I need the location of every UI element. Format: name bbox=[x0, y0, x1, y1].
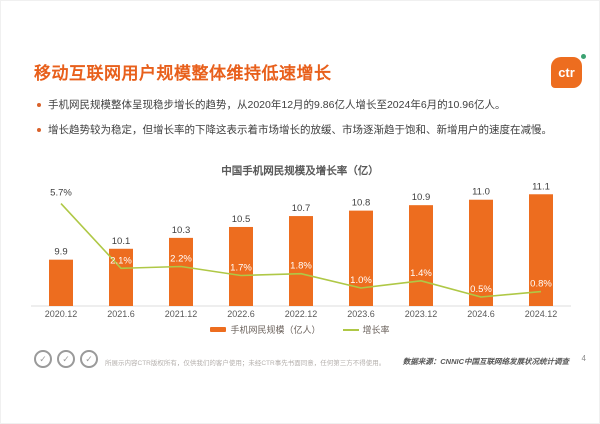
x-axis-label: 2023.12 bbox=[405, 309, 438, 319]
bullet-dot-icon bbox=[37, 103, 41, 107]
bar bbox=[109, 248, 133, 306]
growth-rate-label: 5.7% bbox=[50, 188, 72, 199]
cert-badge-icon: ✓ bbox=[80, 350, 98, 368]
growth-rate-label: 2.1% bbox=[110, 255, 132, 266]
page-title: 移动互联网用户规模整体维持低速增长 bbox=[34, 64, 332, 83]
bar-value-label: 10.1 bbox=[112, 236, 131, 247]
bullet-dot-icon bbox=[37, 128, 41, 133]
bar bbox=[469, 199, 493, 306]
chart-legend: 手机网民规模（亿人） 增长率 bbox=[1, 323, 599, 336]
bar bbox=[169, 237, 193, 306]
legend-item-line: 增长率 bbox=[342, 323, 390, 336]
x-axis-label: 2021.12 bbox=[165, 309, 198, 319]
growth-rate-label: 0.5% bbox=[470, 284, 492, 295]
x-axis-label: 2020.12 bbox=[45, 309, 78, 319]
bar-line-chart: 9.9 2020.12 10.1 2021.6 10.3 2021.12 10.5 2022.… bbox=[31, 181, 571, 319]
logo-green-dot-icon bbox=[581, 54, 586, 59]
growth-rate-label: 1.8% bbox=[290, 261, 312, 272]
bar-value-label: 10.5 bbox=[232, 214, 251, 225]
x-axis-label: 2024.6 bbox=[467, 309, 495, 319]
ctr-logo: ctr bbox=[551, 57, 582, 88]
x-axis-label: 2023.6 bbox=[347, 309, 375, 319]
x-axis-label: 2024.12 bbox=[525, 309, 558, 319]
cert-badge-icon: ✓ bbox=[57, 350, 75, 368]
ctr-logo-text: ctr bbox=[558, 65, 575, 80]
bar bbox=[289, 216, 313, 306]
bullet-text: 手机网民规模整体呈现稳步增长的趋势，从2020年12月的9.86亿人增长至202… bbox=[48, 99, 506, 111]
x-axis-label: 2021.6 bbox=[107, 309, 135, 319]
bar-value-label: 11.0 bbox=[472, 187, 490, 198]
bullet-item: 增长趋势较为稳定，但增长率的下降这表示着市场增长的放缓、市场逐渐趋于饱和、新增用… bbox=[37, 123, 573, 138]
x-axis-label: 2022.6 bbox=[227, 309, 255, 319]
bullet-item: 手机网民规模整体呈现稳步增长的趋势，从2020年12月的9.86亿人增长至202… bbox=[37, 98, 573, 113]
x-axis-label: 2022.12 bbox=[285, 309, 318, 319]
growth-rate-line bbox=[60, 203, 542, 298]
footer: ✓ ✓ ✓ 所展示内容CTR版权所有，仅供我们的客户使用；未经CTR事先书面同意… bbox=[34, 350, 569, 368]
line-swatch-icon bbox=[342, 328, 359, 331]
bar bbox=[49, 259, 73, 306]
legend-label: 增长率 bbox=[362, 325, 390, 335]
bar bbox=[529, 194, 553, 306]
bar-swatch-icon bbox=[210, 327, 227, 332]
bar bbox=[229, 226, 253, 306]
data-source-note: 数据来源：CNNIC中国互联网络发展状况统计调查 bbox=[402, 357, 569, 366]
growth-rate-label: 2.2% bbox=[170, 253, 192, 264]
growth-rate-label: 1.0% bbox=[350, 275, 372, 286]
growth-rate-label: 1.4% bbox=[410, 268, 432, 279]
legend-item-bar: 手机网民规模（亿人） bbox=[210, 323, 321, 336]
bullet-text: 增长趋势较为稳定，但增长率的下降这表示着市场增长的放缓、市场逐渐趋于饱和、新增用… bbox=[48, 124, 552, 137]
certification-icons: ✓ ✓ ✓ bbox=[34, 350, 98, 368]
growth-rate-label: 0.8% bbox=[530, 279, 552, 290]
bar-value-label: 9.9 bbox=[54, 247, 67, 258]
page-number: 4 bbox=[581, 354, 586, 363]
bar-value-label: 10.9 bbox=[412, 192, 431, 203]
bullet-list: 手机网民规模整体呈现稳步增长的趋势，从2020年12月的9.86亿人增长至202… bbox=[37, 98, 573, 148]
copyright-disclaimer: 所展示内容CTR版权所有，仅供我们的客户使用；未经CTR事先书面同意，任何第三方… bbox=[105, 360, 386, 367]
bar-value-label: 10.7 bbox=[292, 203, 311, 214]
legend-label: 手机网民规模（亿人） bbox=[230, 325, 321, 335]
growth-rate-label: 1.7% bbox=[230, 262, 252, 273]
bar-value-label: 10.8 bbox=[352, 198, 371, 209]
chart-title: 中国手机网民规模及增长率（亿） bbox=[221, 165, 379, 177]
bar bbox=[409, 205, 433, 306]
bar-value-label: 10.3 bbox=[172, 225, 191, 236]
bar bbox=[349, 210, 373, 306]
bar-value-label: 11.1 bbox=[532, 181, 550, 192]
cert-badge-icon: ✓ bbox=[34, 350, 52, 368]
